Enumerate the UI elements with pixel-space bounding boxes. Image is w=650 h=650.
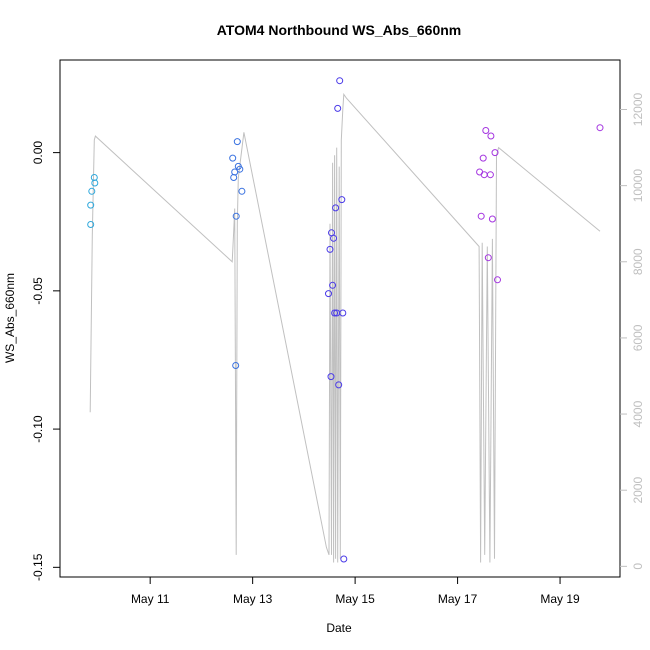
data-point	[238, 187, 246, 195]
data-point	[339, 309, 347, 317]
data-point	[480, 171, 488, 179]
data-point	[477, 212, 485, 220]
data-point	[340, 555, 348, 563]
y2-tick-label: 6000	[631, 324, 645, 351]
data-point	[596, 124, 604, 132]
data-point	[332, 204, 340, 212]
data-point	[87, 201, 95, 209]
y2-tick-label: 8000	[631, 248, 645, 275]
data-point	[236, 165, 244, 173]
x-tick-label: May 19	[540, 592, 580, 606]
x-tick-label: May 17	[438, 592, 478, 606]
data-point	[482, 127, 490, 134]
y-tick-label: -0.05	[31, 277, 45, 305]
y2-tick-label: 10000	[631, 169, 645, 203]
x-tick-label: May 11	[131, 592, 170, 606]
data-point	[233, 138, 241, 146]
x-tick-label: May 13	[233, 592, 273, 606]
y2-axis: 0 2000 4000 6000 8000 10000 12000	[620, 92, 645, 570]
data-point	[331, 309, 339, 317]
y2-tick-label: 4000	[631, 400, 645, 427]
data-point	[231, 168, 239, 176]
y2-tick-label: 0	[631, 563, 645, 570]
y-tick-label: 0.00	[31, 141, 45, 165]
y2-line-layer	[89, 92, 601, 563]
data-point	[327, 373, 335, 381]
data-point	[326, 245, 334, 253]
x-axis-label: Date	[326, 621, 352, 635]
data-point	[338, 196, 346, 204]
data-point	[330, 234, 338, 242]
data-point	[88, 187, 96, 195]
chart-title: ATOM4 Northbound WS_Abs_660nm	[217, 22, 462, 38]
data-point	[334, 104, 342, 112]
data-point	[486, 171, 494, 179]
y2-tick-label: 2000	[631, 477, 645, 504]
data-point	[91, 179, 99, 187]
data-point	[329, 281, 337, 289]
data-point	[488, 215, 496, 223]
x-tick-label: May 15	[335, 592, 375, 606]
points-layer	[87, 77, 604, 563]
data-point	[494, 276, 501, 284]
x-axis: May 11 May 13 May 15 May 17 May 19	[131, 577, 580, 606]
data-point	[87, 221, 95, 228]
y2-tick-label: 12000	[631, 92, 645, 126]
data-point	[484, 254, 492, 262]
data-point	[335, 381, 343, 389]
data-point	[336, 77, 344, 85]
y2-series-line	[89, 92, 601, 563]
y-axis-label: WS_Abs_660nm	[3, 273, 17, 363]
data-point	[230, 174, 238, 181]
data-point	[229, 154, 237, 162]
y-tick-label: -0.15	[31, 553, 45, 581]
data-point	[232, 212, 240, 220]
y-tick-label: -0.10	[31, 415, 45, 443]
data-point	[232, 362, 240, 369]
data-point	[487, 132, 495, 140]
data-point	[325, 290, 332, 298]
data-point	[491, 149, 499, 157]
plot-frame	[59, 59, 621, 578]
y-axis: 0.00 -0.05 -0.10 -0.15	[31, 141, 60, 581]
data-point	[479, 154, 487, 162]
